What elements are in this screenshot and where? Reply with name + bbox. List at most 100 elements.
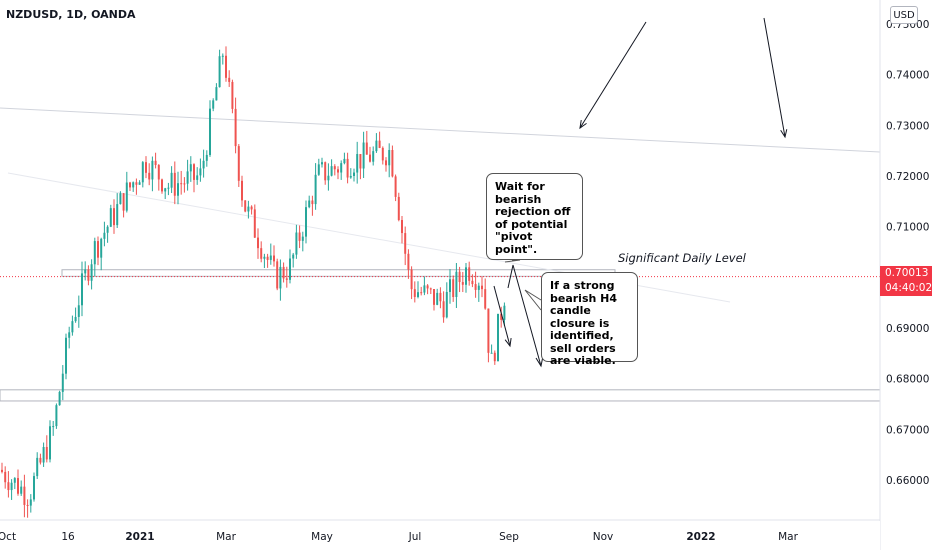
candle[interactable]	[289, 249, 291, 284]
candle[interactable]	[314, 163, 317, 210]
candle[interactable]	[68, 326, 71, 349]
candle[interactable]	[151, 156, 154, 192]
support-zone[interactable]	[0, 389, 881, 402]
candle[interactable]	[13, 477, 16, 490]
significant-level-zone[interactable]	[61, 269, 616, 277]
candle[interactable]	[148, 163, 151, 186]
candle[interactable]	[7, 471, 10, 498]
candle[interactable]	[487, 308, 490, 363]
candle[interactable]	[202, 149, 205, 178]
candle[interactable]	[186, 159, 189, 191]
candle[interactable]	[52, 420, 55, 436]
candle[interactable]	[225, 46, 227, 82]
candle[interactable]	[119, 191, 122, 205]
candle[interactable]	[250, 205, 253, 215]
candle[interactable]	[426, 284, 429, 295]
candle[interactable]	[170, 166, 173, 194]
candle[interactable]	[90, 259, 93, 290]
candle[interactable]	[74, 307, 77, 323]
candle[interactable]	[330, 159, 333, 177]
candle[interactable]	[164, 187, 167, 200]
callout-sell-orders[interactable]: If a strong bearish H4 candle closure is…	[541, 272, 638, 367]
candle[interactable]	[103, 221, 106, 247]
arrow-projection-2[interactable]	[763, 17, 788, 139]
candle[interactable]	[285, 266, 288, 288]
candle[interactable]	[215, 83, 218, 101]
candle[interactable]	[279, 259, 282, 301]
candle[interactable]	[298, 225, 301, 249]
candle[interactable]	[388, 143, 391, 178]
candle[interactable]	[359, 153, 362, 180]
candle[interactable]	[317, 158, 320, 176]
candle[interactable]	[116, 193, 119, 229]
candle[interactable]	[209, 100, 211, 157]
candle[interactable]	[375, 133, 378, 153]
candle[interactable]	[81, 261, 83, 317]
symbol-title[interactable]: NZDUSD, 1D, OANDA	[6, 8, 136, 21]
candle[interactable]	[145, 156, 147, 179]
candle[interactable]	[17, 469, 19, 496]
candle[interactable]	[410, 266, 413, 300]
candle[interactable]	[346, 152, 349, 184]
candle[interactable]	[404, 226, 407, 266]
candle[interactable]	[295, 224, 298, 259]
candle[interactable]	[365, 130, 368, 155]
candle[interactable]	[212, 98, 215, 112]
candle[interactable]	[141, 161, 144, 188]
candle[interactable]	[484, 278, 487, 310]
candle[interactable]	[55, 403, 58, 429]
candle[interactable]	[109, 204, 112, 228]
candle[interactable]	[29, 494, 32, 513]
callout-pivot-point[interactable]: Wait for bearish rejection off of potent…	[486, 173, 583, 260]
candle[interactable]	[180, 170, 183, 195]
candle[interactable]	[77, 295, 80, 328]
candle[interactable]	[49, 420, 51, 463]
candle[interactable]	[497, 313, 499, 362]
candle[interactable]	[461, 271, 464, 293]
candle[interactable]	[241, 175, 243, 207]
candle[interactable]	[183, 177, 186, 193]
candle[interactable]	[324, 161, 327, 185]
candle[interactable]	[481, 276, 483, 298]
candle[interactable]	[231, 79, 234, 114]
candle[interactable]	[401, 216, 403, 244]
candle[interactable]	[218, 49, 221, 88]
candle[interactable]	[337, 166, 339, 180]
candle[interactable]	[343, 152, 346, 165]
time-axis[interactable]	[0, 521, 880, 550]
candle[interactable]	[340, 160, 343, 180]
candle[interactable]	[154, 152, 157, 169]
candle[interactable]	[321, 157, 323, 168]
candle[interactable]	[391, 145, 394, 178]
candle[interactable]	[305, 200, 307, 244]
candle[interactable]	[311, 195, 314, 216]
candle[interactable]	[221, 53, 224, 65]
candle[interactable]	[61, 365, 64, 401]
candle[interactable]	[292, 252, 295, 268]
candle[interactable]	[449, 269, 451, 304]
candle[interactable]	[372, 146, 375, 166]
candle[interactable]	[385, 157, 387, 172]
candle[interactable]	[433, 288, 435, 311]
candle[interactable]	[189, 156, 192, 182]
candle[interactable]	[33, 472, 35, 502]
candle[interactable]	[10, 479, 13, 500]
candle[interactable]	[353, 168, 355, 182]
candle[interactable]	[381, 146, 384, 165]
candle[interactable]	[474, 271, 477, 298]
candle[interactable]	[327, 163, 330, 191]
candle[interactable]	[260, 241, 263, 263]
candle[interactable]	[4, 466, 7, 489]
candle[interactable]	[269, 243, 272, 265]
candle[interactable]	[301, 231, 304, 252]
candle[interactable]	[228, 70, 231, 87]
candle[interactable]	[273, 245, 275, 267]
candle[interactable]	[257, 228, 259, 259]
candle[interactable]	[423, 276, 426, 296]
candle[interactable]	[129, 181, 131, 191]
candle[interactable]	[23, 474, 26, 518]
candle[interactable]	[125, 171, 128, 213]
candle[interactable]	[84, 261, 87, 281]
currency-button[interactable]: USD	[890, 6, 918, 24]
